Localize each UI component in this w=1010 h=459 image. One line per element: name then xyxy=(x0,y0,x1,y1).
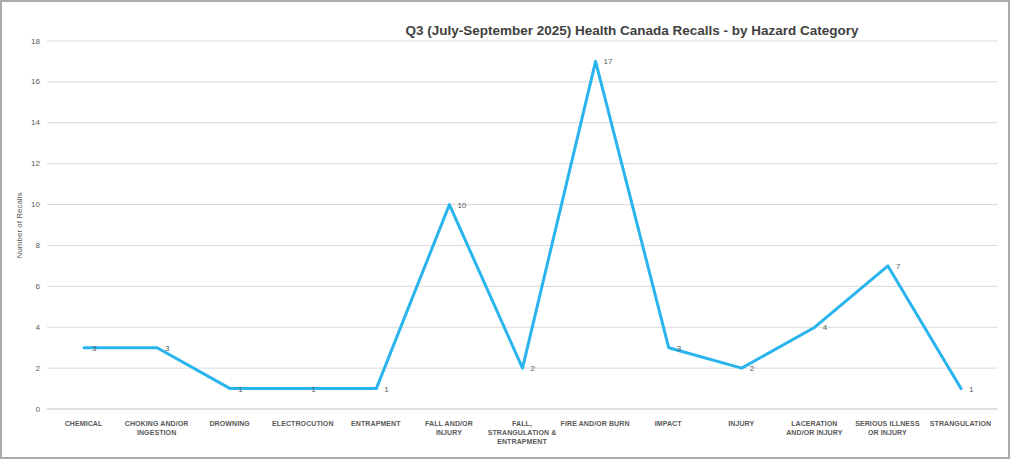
y-tick-label: 4 xyxy=(36,323,41,332)
chart-frame: Q3 (July-September 2025) Health Canada R… xyxy=(0,0,1010,459)
data-label: 1 xyxy=(969,385,974,394)
data-label: 7 xyxy=(896,262,901,271)
y-tick-label: 16 xyxy=(31,77,40,86)
x-axis-label-line: ELECTROCUTION xyxy=(266,419,339,428)
x-axis-label-line: FALL, xyxy=(485,419,558,428)
data-label: 1 xyxy=(311,385,316,394)
x-axis-label-line: INJURY xyxy=(705,419,778,428)
x-axis-label: FALL AND/ORINJURY xyxy=(412,419,485,446)
y-tick-label: 2 xyxy=(36,364,41,373)
x-axis-label-line: CHOKING AND/OR xyxy=(120,419,193,428)
x-axis-label-line: SERIOUS ILLNESS xyxy=(851,419,924,428)
x-axis-label: IMPACT xyxy=(632,419,705,446)
x-axis-label: FIRE AND/OR BURN xyxy=(559,419,632,446)
y-tick-label: 6 xyxy=(36,282,41,291)
data-label: 1 xyxy=(238,385,243,394)
x-axis-label-line: OR INJURY xyxy=(851,428,924,437)
x-axis-label: SERIOUS ILLNESSOR INJURY xyxy=(851,419,924,446)
data-label: 3 xyxy=(677,344,682,353)
data-label: 1 xyxy=(384,385,389,394)
y-tick-label: 12 xyxy=(31,159,40,168)
data-label: 3 xyxy=(165,344,170,353)
data-label: 17 xyxy=(604,57,613,66)
x-axis-label-line: STRANGULATION & xyxy=(485,428,558,437)
x-axis-label: DROWNING xyxy=(193,419,266,446)
y-tick-label: 14 xyxy=(31,118,40,127)
x-axis-label: CHOKING AND/ORINGESTION xyxy=(120,419,193,446)
x-axis-label: CHEMICAL xyxy=(47,419,120,446)
x-axis-label: LACERATIONAND/OR INJURY xyxy=(778,419,851,446)
x-axis-label-line: ENTRAPMENT xyxy=(485,437,558,446)
data-label: 4 xyxy=(823,323,828,332)
y-axis-title: Number of Recalls xyxy=(15,181,24,271)
series-line xyxy=(84,61,961,388)
x-axis-label-line: FIRE AND/OR BURN xyxy=(559,419,632,428)
line-chart-plot: 024681012141618331111021732471 xyxy=(2,2,1008,457)
data-label: 2 xyxy=(531,364,536,373)
x-axis-label-line: AND/OR INJURY xyxy=(778,428,851,437)
y-tick-label: 8 xyxy=(36,241,41,250)
data-label: 10 xyxy=(457,201,466,210)
x-axis-label-line: STRANGULATION xyxy=(924,419,997,428)
x-axis-label-line: INJURY xyxy=(412,428,485,437)
y-tick-label: 10 xyxy=(31,200,40,209)
x-axis-label: ELECTROCUTION xyxy=(266,419,339,446)
x-axis-label-line: IMPACT xyxy=(632,419,705,428)
x-axis-label: INJURY xyxy=(705,419,778,446)
x-axis-label: FALL,STRANGULATION &ENTRAPMENT xyxy=(485,419,558,446)
x-axis-labels: CHEMICALCHOKING AND/ORINGESTIONDROWNINGE… xyxy=(47,419,997,446)
y-tick-label: 18 xyxy=(31,37,40,46)
x-axis-label-line: LACERATION xyxy=(778,419,851,428)
y-tick-label: 0 xyxy=(36,405,41,414)
x-axis-label-line: CHEMICAL xyxy=(47,419,120,428)
x-axis-label-line: FALL AND/OR xyxy=(412,419,485,428)
x-axis-label: ENTRAPMENT xyxy=(339,419,412,446)
x-axis-label-line: ENTRAPMENT xyxy=(339,419,412,428)
data-label: 2 xyxy=(750,364,755,373)
data-label: 3 xyxy=(92,344,97,353)
x-axis-label-line: INGESTION xyxy=(120,428,193,437)
chart-title: Q3 (July-September 2025) Health Canada R… xyxy=(405,23,858,38)
x-axis-label-line: DROWNING xyxy=(193,419,266,428)
x-axis-label: STRANGULATION xyxy=(924,419,997,446)
